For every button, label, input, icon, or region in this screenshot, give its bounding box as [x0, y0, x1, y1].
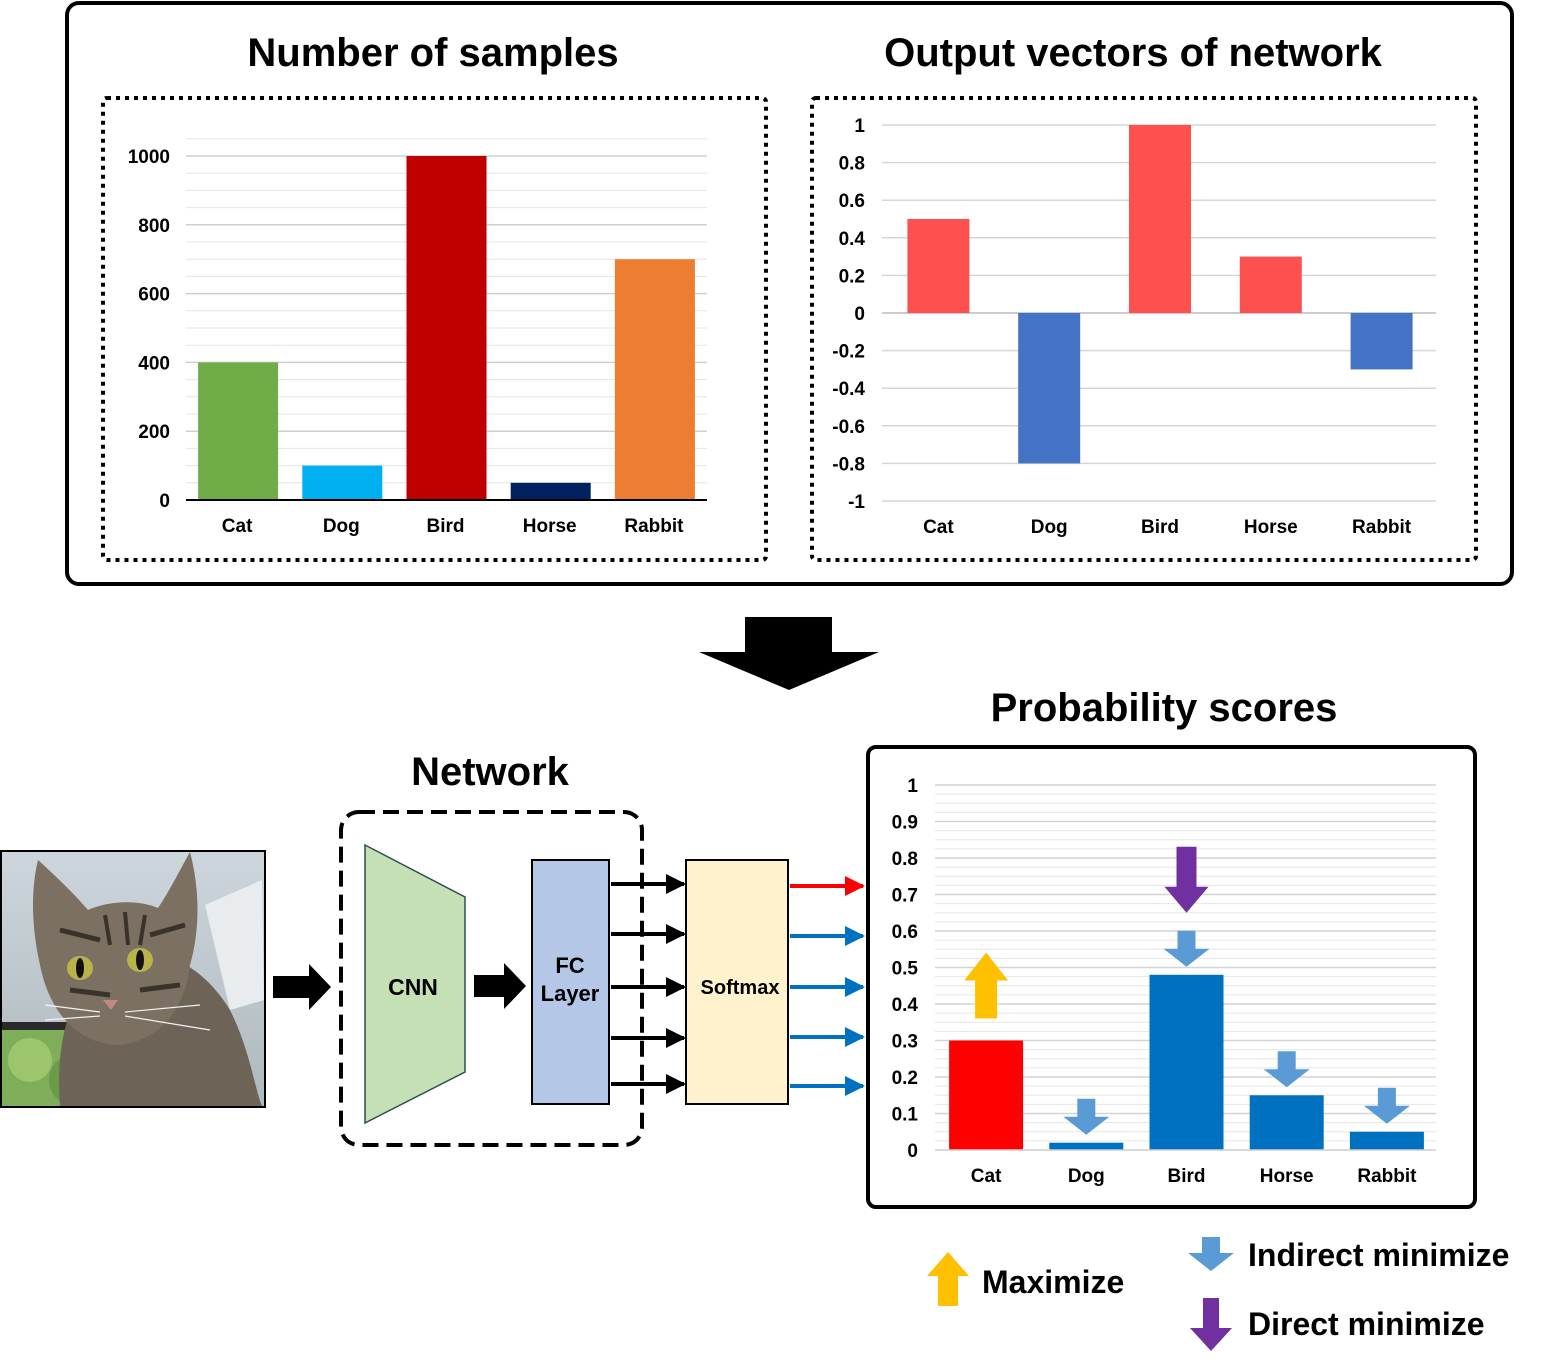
network-title: Network: [411, 750, 570, 794]
y-tick-label: 1: [854, 116, 865, 137]
bar-dog: [1049, 1142, 1124, 1150]
bar-cat: [907, 219, 970, 313]
y-tick-label: 1000: [128, 147, 170, 168]
softmax-output-arrows: [790, 876, 865, 1096]
y-tick-label: -1: [848, 492, 865, 513]
y-tick-label: 0: [907, 1141, 918, 1162]
samples-chart: 0 200 400 600 800 1000 Cat Dog Bird Horse Rabbit: [128, 138, 707, 537]
bar-rabbit: [614, 259, 695, 500]
output-chart-title: Output vectors of network: [884, 31, 1383, 75]
bar-cat: [198, 362, 279, 500]
y-tick-label: 0.4: [839, 229, 866, 250]
x-tick-label: Bird: [1141, 517, 1179, 538]
y-tick-label: -0.2: [832, 342, 865, 363]
y-tick-label: -0.8: [832, 454, 865, 475]
legend-direct-label: Direct minimize: [1248, 1306, 1485, 1342]
y-tick-label: 0.6: [839, 191, 865, 212]
probability-title: Probability scores: [991, 686, 1338, 730]
legend-indirect-arrow-icon: [1188, 1237, 1234, 1271]
bar-cat: [949, 1040, 1024, 1150]
bar-bird: [1129, 125, 1191, 313]
network-frame: [339, 810, 644, 1147]
cnn-label: CNN: [388, 974, 438, 1000]
indirect-minimize-arrow-icon: [1063, 1098, 1110, 1135]
output-chart-frame: [810, 96, 1478, 562]
cnn-block: [364, 843, 466, 1125]
bar-horse: [1239, 256, 1302, 313]
y-tick-label: 1: [907, 776, 918, 797]
x-tick-label: Rabbit: [1357, 1166, 1417, 1187]
y-tick-label: 0.9: [892, 813, 918, 834]
indirect-minimize-arrow-icon: [1263, 1051, 1310, 1088]
bar-rabbit: [1350, 313, 1413, 370]
output-vectors-chart: 1 0.8 0.6 0.4 0.2 0 -0.2 -0.4 -0.6 -0.8 -1 Cat Dog Bi…: [832, 116, 1436, 538]
bar-bird: [406, 156, 487, 500]
bar-bird: [1149, 974, 1224, 1150]
fc-label-line2: Layer: [541, 981, 600, 1006]
x-tick-label: Cat: [971, 1166, 1002, 1187]
bar-horse: [510, 482, 591, 500]
y-tick-label: 0.8: [839, 154, 865, 175]
bar-horse: [1249, 1095, 1324, 1150]
y-tick-label: -0.6: [832, 417, 865, 438]
bar-dog: [302, 465, 383, 500]
fc-to-softmax-arrows: [611, 874, 686, 1094]
legend-maximize-arrow-icon: [927, 1252, 969, 1306]
y-tick-label: 0.8: [892, 849, 918, 870]
y-tick-label: 0: [854, 304, 865, 325]
y-tick-label: 800: [138, 216, 170, 237]
y-tick-label: 0.2: [892, 1068, 918, 1089]
y-tick-label: 0.4: [892, 995, 919, 1016]
legend: Maximize Indirect minimize Direct minimi…: [927, 1237, 1509, 1351]
softmax-label: Softmax: [701, 977, 780, 999]
legend-direct-arrow-icon: [1190, 1298, 1232, 1351]
legend-indirect-label: Indirect minimize: [1248, 1237, 1509, 1273]
y-tick-label: -0.4: [832, 379, 865, 400]
x-tick-label: Cat: [222, 516, 253, 537]
indirect-minimize-arrow-icon: [1163, 930, 1210, 967]
y-tick-label: 0.7: [892, 886, 918, 907]
down-arrow-icon: [699, 617, 879, 690]
photo-to-cnn-arrow-icon: [273, 964, 331, 1010]
indirect-minimize-arrow-icon: [1363, 1087, 1410, 1124]
cat-photo: [0, 850, 266, 1108]
y-tick-label: 0.5: [892, 959, 919, 980]
probability-chart-frame: [866, 745, 1477, 1209]
y-tick-label: 400: [138, 353, 170, 374]
fc-label-line1: FC: [555, 953, 584, 978]
samples-chart-title: Number of samples: [247, 31, 618, 75]
maximize-arrow-icon: [964, 952, 1009, 1019]
legend-maximize-label: Maximize: [982, 1264, 1124, 1300]
top-panel-frame: [65, 1, 1514, 586]
y-tick-label: 600: [138, 285, 170, 306]
x-tick-label: Dog: [1068, 1166, 1105, 1187]
x-tick-label: Bird: [427, 516, 465, 537]
samples-chart-frame: [101, 96, 768, 562]
x-tick-label: Horse: [1260, 1166, 1314, 1187]
x-tick-label: Dog: [323, 516, 360, 537]
softmax-block: [685, 859, 789, 1105]
bar-rabbit: [1349, 1131, 1424, 1150]
x-tick-label: Horse: [1244, 517, 1298, 538]
direct-minimize-arrow-icon: [1164, 846, 1209, 913]
x-tick-label: Horse: [523, 516, 577, 537]
y-tick-label: 0.1: [892, 1105, 919, 1126]
bar-dog: [1018, 313, 1081, 464]
x-tick-label: Rabbit: [624, 516, 684, 537]
x-tick-label: Rabbit: [1352, 517, 1412, 538]
y-tick-label: 0.3: [892, 1032, 918, 1053]
probability-chart: 0 0.1 0.2 0.3 0.4 0.5 0.6 0.7 0.8 0.9 1 Cat Dog Bird H…: [892, 776, 1436, 1187]
y-tick-label: 0.6: [892, 922, 918, 943]
x-tick-label: Bird: [1168, 1166, 1206, 1187]
x-tick-label: Cat: [923, 517, 954, 538]
x-tick-label: Dog: [1031, 517, 1068, 538]
y-tick-label: 0: [159, 491, 170, 512]
y-tick-label: 0.2: [839, 266, 865, 287]
fc-layer-block: [531, 859, 610, 1105]
y-tick-label: 200: [138, 422, 170, 443]
cnn-to-fc-arrow-icon: [474, 963, 526, 1009]
